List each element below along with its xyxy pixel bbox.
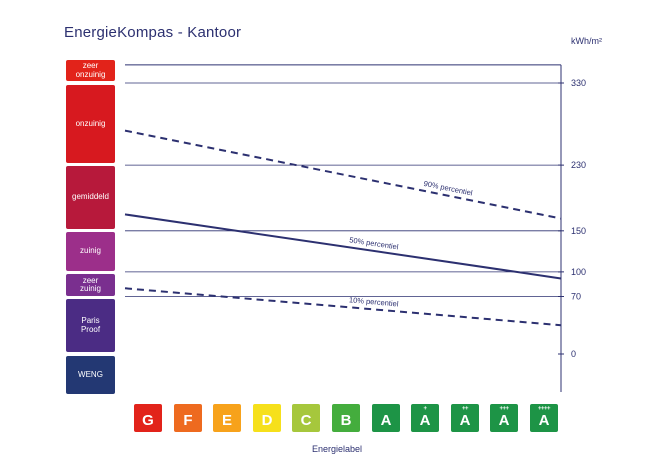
y-tick-label-150: 150 [571, 226, 586, 236]
energy-label-superscript: +++ [499, 406, 509, 412]
y-tick-label-70: 70 [571, 292, 581, 302]
y-tick-label-330: 330 [571, 78, 586, 88]
energy-label-letter: G [142, 412, 154, 429]
energy-label-0: G [134, 404, 162, 432]
series-line-0 [124, 129, 562, 220]
energy-label-letter: B [340, 412, 352, 429]
y-tick-label-0: 0 [571, 349, 576, 359]
energy-label-letter: A [459, 412, 471, 429]
energy-label-letter: A [380, 412, 392, 429]
band-5: Paris Proof [66, 299, 115, 352]
energy-label-3: D [253, 404, 281, 432]
y-tick-label-100: 100 [571, 267, 586, 277]
series-label-2: 10% percentiel [349, 295, 400, 308]
energy-label-8: A ++ [451, 404, 479, 432]
energy-label-1: F [174, 404, 202, 432]
energy-label-2: E [213, 404, 241, 432]
energy-label-letter: E [221, 412, 232, 429]
energy-label-7: A + [411, 404, 439, 432]
chart-title: EnergieKompas - Kantoor [64, 24, 242, 41]
energy-label-letter: F [183, 412, 193, 429]
band-1: onzuinig [66, 85, 115, 163]
y-axis-unit-label: kWh/m² [571, 36, 602, 46]
band-6: WENG [66, 356, 115, 394]
x-axis-label: Energielabel [312, 444, 363, 454]
band-2: gemiddeld [66, 166, 115, 229]
series-line-2 [124, 287, 562, 327]
energy-label-letter: A [498, 412, 510, 429]
energy-label-letter: D [261, 412, 273, 429]
series-line-1 [124, 213, 562, 280]
energy-label-10: A ++++ [530, 404, 558, 432]
energy-label-superscript: ++ [461, 406, 469, 412]
energy-label-9: A +++ [490, 404, 518, 432]
energy-label-letter: C [300, 412, 312, 429]
energy-label-superscript: ++++ [537, 406, 551, 412]
y-tick-label-230: 230 [571, 160, 586, 170]
band-0: zeer onzuinig [66, 60, 115, 81]
energy-label-4: C [292, 404, 320, 432]
energy-label-letter: A [419, 412, 431, 429]
band-4: zeer zuinig [66, 274, 115, 296]
energy-label-superscript: + [423, 406, 427, 412]
energy-label-5: B [332, 404, 360, 432]
energy-label-6: A [372, 404, 400, 432]
energy-label-letter: A [538, 412, 550, 429]
band-3: zuinig [66, 232, 115, 271]
